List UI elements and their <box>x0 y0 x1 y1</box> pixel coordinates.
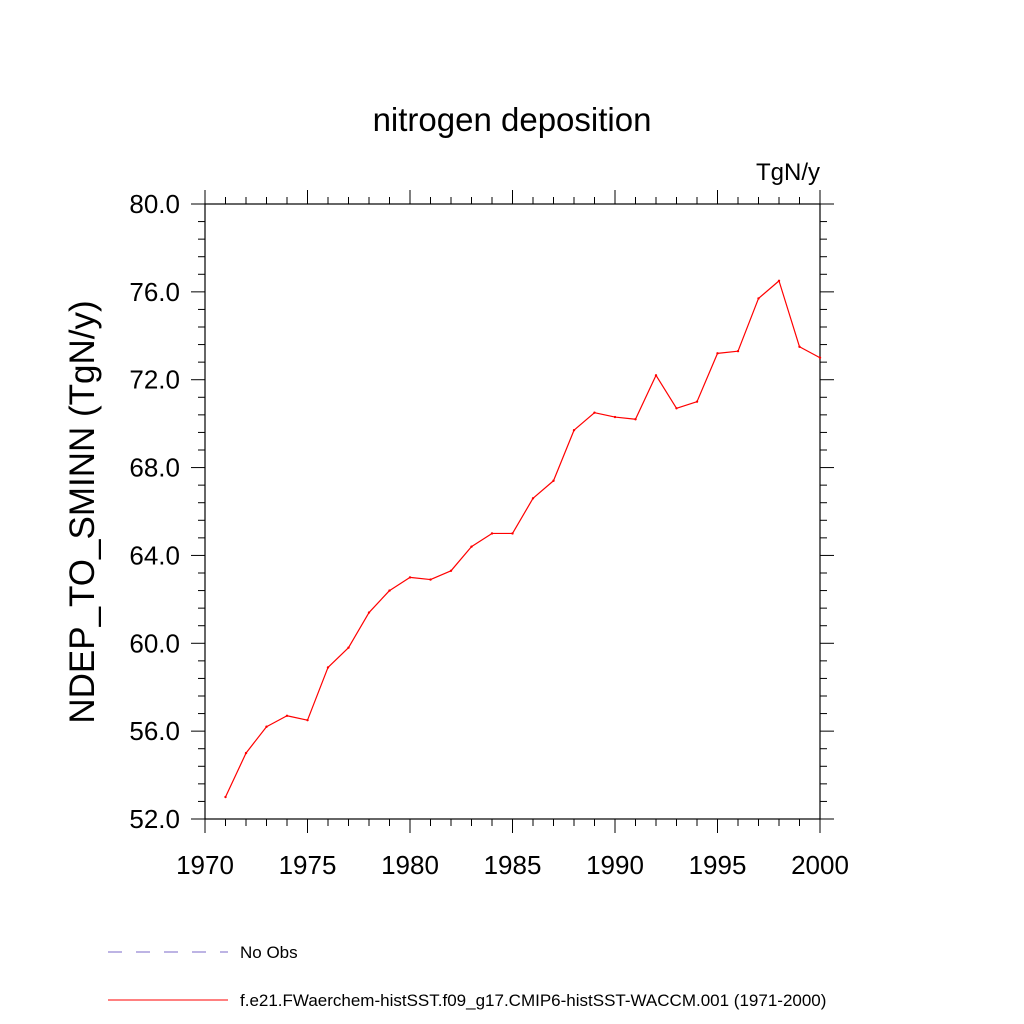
data-point <box>285 714 289 717</box>
data-point <box>367 611 371 614</box>
data-point <box>408 576 412 579</box>
legend-label-no-obs: No Obs <box>240 943 298 962</box>
data-point <box>347 646 350 649</box>
data-point <box>675 407 678 410</box>
data-point <box>511 532 514 535</box>
data-point <box>798 345 801 348</box>
data-point <box>552 479 555 482</box>
units-label: TgN/y <box>756 159 820 186</box>
data-point <box>388 589 391 592</box>
x-tick-label: 1970 <box>176 850 234 880</box>
data-point <box>265 725 268 728</box>
data-point <box>695 400 699 403</box>
y-tick-label: 52.0 <box>129 804 180 834</box>
data-point <box>634 418 637 421</box>
x-tick-label: 1975 <box>279 850 337 880</box>
data-point <box>593 411 596 414</box>
x-tick-label: 1990 <box>586 850 644 880</box>
tick-labels: 1970 1975 1980 1985 1990 1995 2000 52.0 56.0 60.0… <box>129 189 849 880</box>
data-point <box>572 429 576 432</box>
data-point <box>736 349 740 353</box>
y-tick-label: 60.0 <box>129 628 180 658</box>
data-point <box>716 352 719 355</box>
y-tick-label: 56.0 <box>129 716 180 746</box>
legend-label-model-run: f.e21.FWaerchem-histSST.f09_g17.CMIP6-hi… <box>240 991 826 1010</box>
plot-frame <box>204 203 821 820</box>
y-tick-label: 72.0 <box>129 365 180 395</box>
data-point <box>306 718 309 722</box>
y-tick-label: 76.0 <box>129 277 180 307</box>
data-point <box>244 751 248 755</box>
data-point <box>326 666 330 669</box>
data-point <box>654 374 658 377</box>
data-point <box>449 569 453 573</box>
data-point <box>777 279 781 283</box>
legend: No Obs f.e21.FWaerchem-histSST.f09_g17.C… <box>108 943 826 1010</box>
x-tick-label: 1995 <box>689 850 747 880</box>
y-tick-label: 80.0 <box>129 189 180 219</box>
x-tick-label: 1980 <box>381 850 439 880</box>
data-point <box>490 532 494 535</box>
y-tick-label: 64.0 <box>129 540 180 570</box>
x-tick-label: 2000 <box>791 850 849 880</box>
data-point <box>613 415 617 419</box>
data-point <box>470 545 473 548</box>
series-layer <box>224 279 822 799</box>
y-axis-label: NDEP_TO_SMINN (TgN/y) <box>63 300 102 723</box>
data-point <box>818 356 822 359</box>
x-tick-label: 1985 <box>484 850 542 880</box>
data-point <box>224 795 227 799</box>
data-point <box>531 497 535 500</box>
data-point <box>757 297 760 300</box>
y-tick-label: 68.0 <box>129 453 180 483</box>
data-point <box>429 578 432 581</box>
series-line <box>224 280 821 798</box>
axis-ticks <box>191 190 834 833</box>
chart-title: nitrogen deposition <box>373 101 652 138</box>
